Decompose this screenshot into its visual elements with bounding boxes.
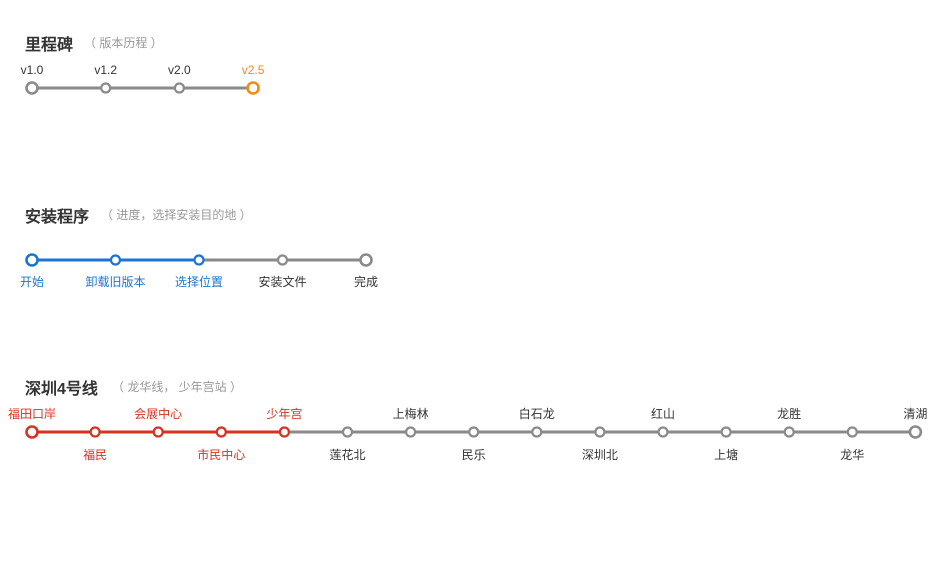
milestone-node[interactable] (100, 82, 112, 94)
metro-node[interactable] (594, 426, 606, 438)
metro-node[interactable] (531, 426, 543, 438)
milestone-subtitle: （ 版本历程 ） (84, 36, 163, 50)
metro-node[interactable] (908, 425, 923, 439)
installer-node[interactable] (276, 254, 289, 266)
installer-step-label: 开始 (19, 275, 45, 289)
metro-step-label: 清湖 (903, 407, 928, 421)
metro-node[interactable] (341, 426, 354, 438)
metro-step-label: 民乐 (461, 448, 486, 462)
metro-node[interactable] (89, 426, 101, 438)
metro-node[interactable] (720, 426, 732, 438)
milestone-step-label: v2.0 (168, 63, 191, 77)
installer-subtitle: （ 进度，选择安装目的地 ） (101, 208, 252, 222)
metro-node[interactable] (405, 426, 417, 438)
installer-node[interactable] (109, 254, 122, 266)
metro-step-label: 上塘 (714, 448, 739, 462)
milestone-node[interactable] (25, 81, 39, 95)
metro-step-label: 会展中心 (134, 407, 183, 421)
installer-step-label: 安装文件 (258, 275, 307, 289)
metro-node[interactable] (846, 426, 858, 438)
metro-node[interactable] (278, 426, 290, 438)
metro-title: 深圳4号线 (25, 381, 98, 398)
installer-step-label: 卸载旧版本 (85, 275, 146, 289)
installer-node[interactable] (25, 253, 39, 267)
metro-step-label: 红山 (650, 407, 676, 421)
metro-node[interactable] (657, 426, 669, 438)
metro-step-label: 莲花北 (329, 448, 366, 462)
metro-node[interactable] (215, 426, 227, 438)
installer-node[interactable] (193, 254, 205, 266)
metro-step-label: 少年宫 (266, 407, 303, 421)
metro-node[interactable] (152, 426, 164, 438)
installer-node[interactable] (359, 253, 373, 267)
metro-step-label: 深圳北 (581, 448, 618, 462)
metro-step-label: 市民中心 (197, 448, 246, 462)
metro-node[interactable] (25, 425, 39, 439)
metro-step-label: 上梅林 (392, 407, 429, 421)
installer-step-label: 选择位置 (174, 275, 224, 289)
metro-step-label: 龙胜 (777, 407, 802, 421)
metro-step-label: 白石龙 (518, 407, 555, 421)
installer-step-label: 完成 (353, 275, 379, 289)
milestone-node[interactable] (246, 81, 260, 95)
metro-node[interactable] (783, 426, 795, 438)
metro-subtitle: （ 龙华线， 少年宫站 ） (112, 380, 243, 394)
milestone-step-label: v1.0 (20, 63, 44, 77)
milestone-step-label: v2.5 (241, 63, 265, 77)
milestone-title: 里程碑 (25, 37, 74, 54)
milestone-step-label: v1.2 (94, 63, 118, 77)
installer-title: 安装程序 (25, 209, 90, 226)
metro-step-label: 福田口岸 (7, 407, 57, 421)
metro-step-label: 龙华 (840, 448, 865, 462)
metro-node[interactable] (468, 426, 480, 438)
milestone-node[interactable] (173, 82, 185, 94)
metro-step-label: 福民 (83, 448, 108, 462)
